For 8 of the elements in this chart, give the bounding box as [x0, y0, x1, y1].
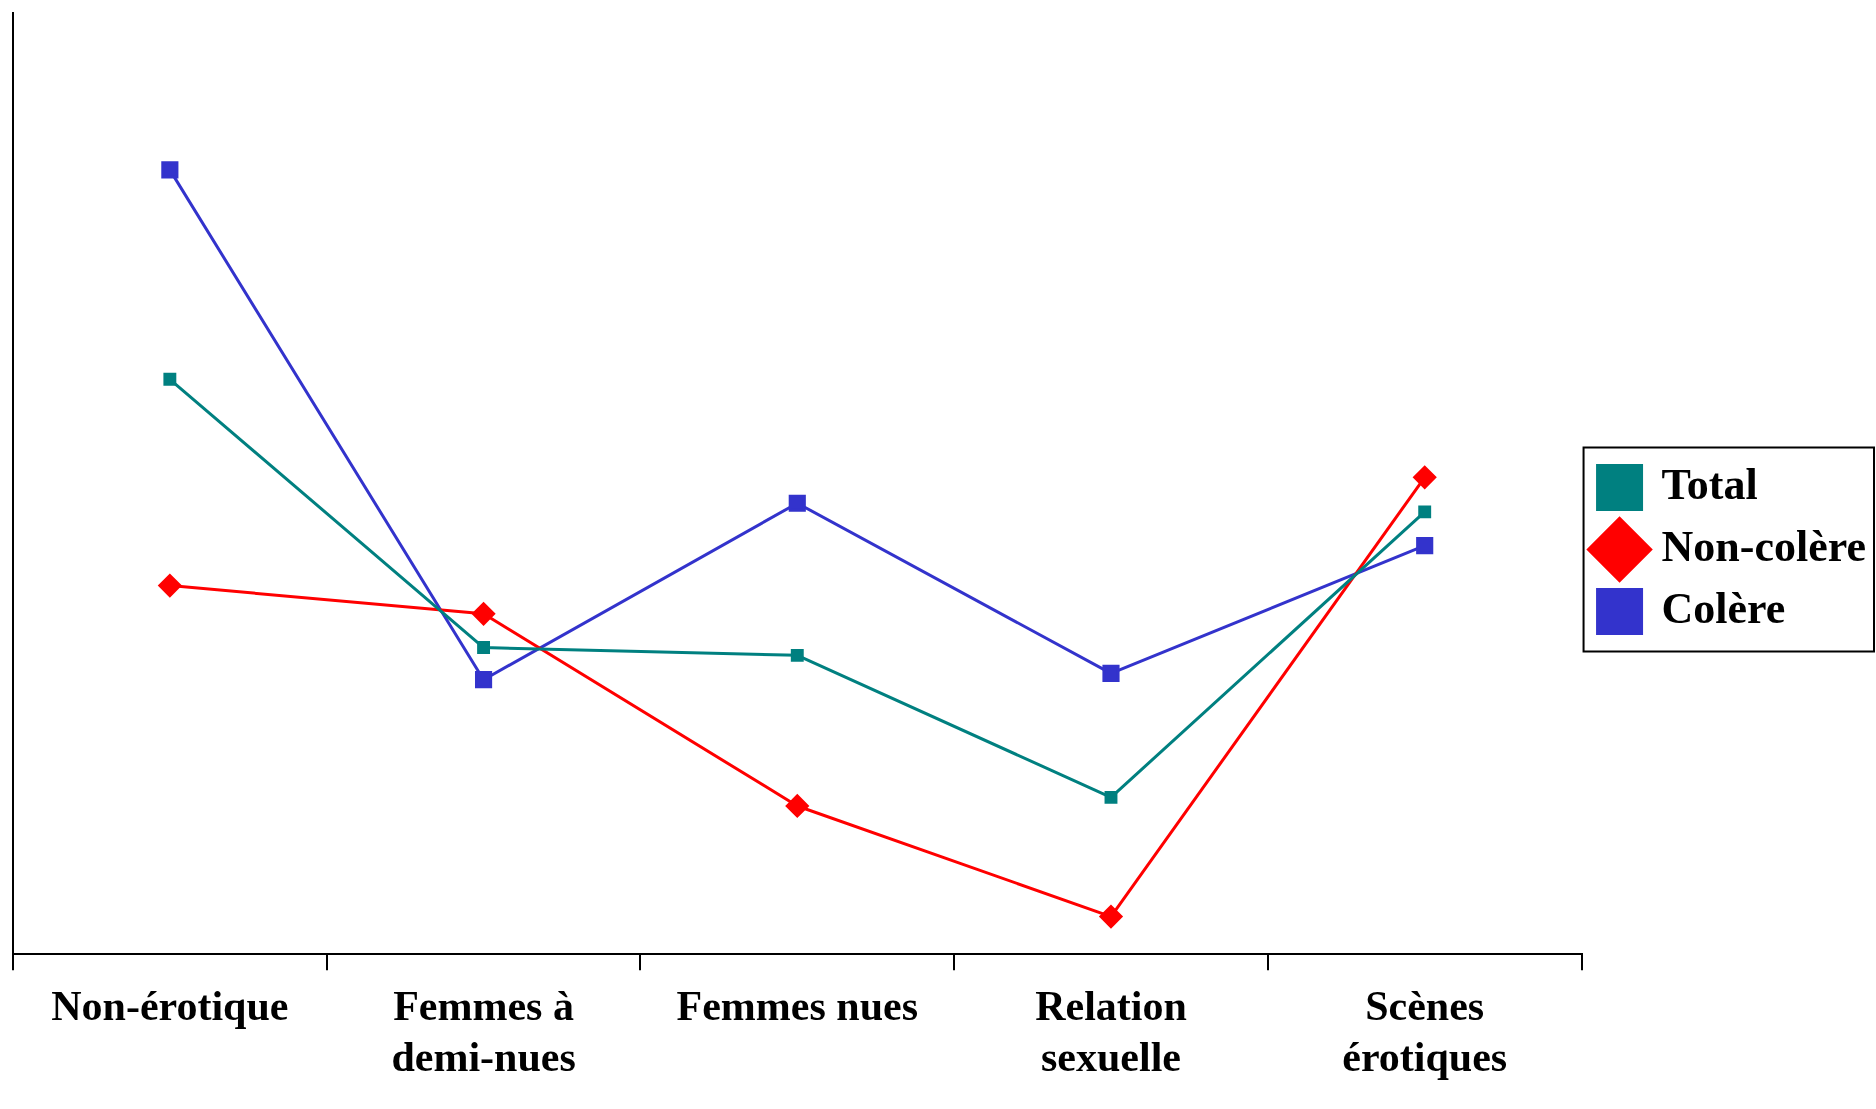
legend-label: Non-colère [1661, 521, 1867, 571]
x-tick-label: Scènes érotiques [1342, 983, 1508, 1080]
x-tick-label: Relation sexuelle [1035, 983, 1187, 1080]
x-tick-label: Femmes à demi-nues [391, 983, 576, 1080]
x-tick-label: Femmes nues [676, 983, 919, 1030]
legend-label: Colère [1661, 583, 1786, 633]
x-tick-label: Non-érotique [51, 983, 289, 1030]
legend-label: Total [1661, 459, 1758, 509]
